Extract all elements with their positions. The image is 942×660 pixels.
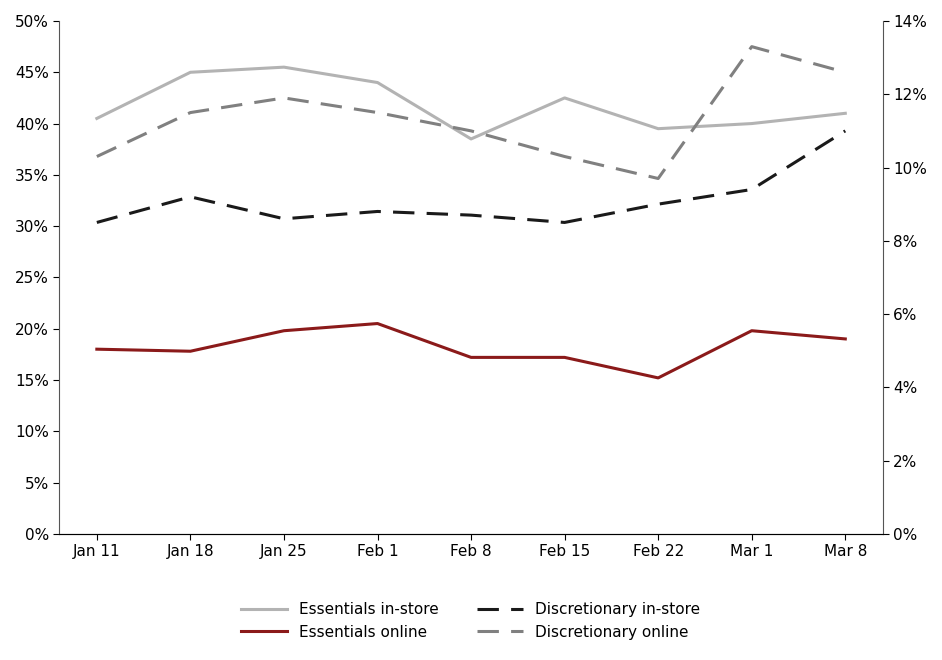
Legend: Essentials in-store, Essentials online, Discretionary in-store, Discretionary on: Essentials in-store, Essentials online, … [236, 596, 706, 645]
